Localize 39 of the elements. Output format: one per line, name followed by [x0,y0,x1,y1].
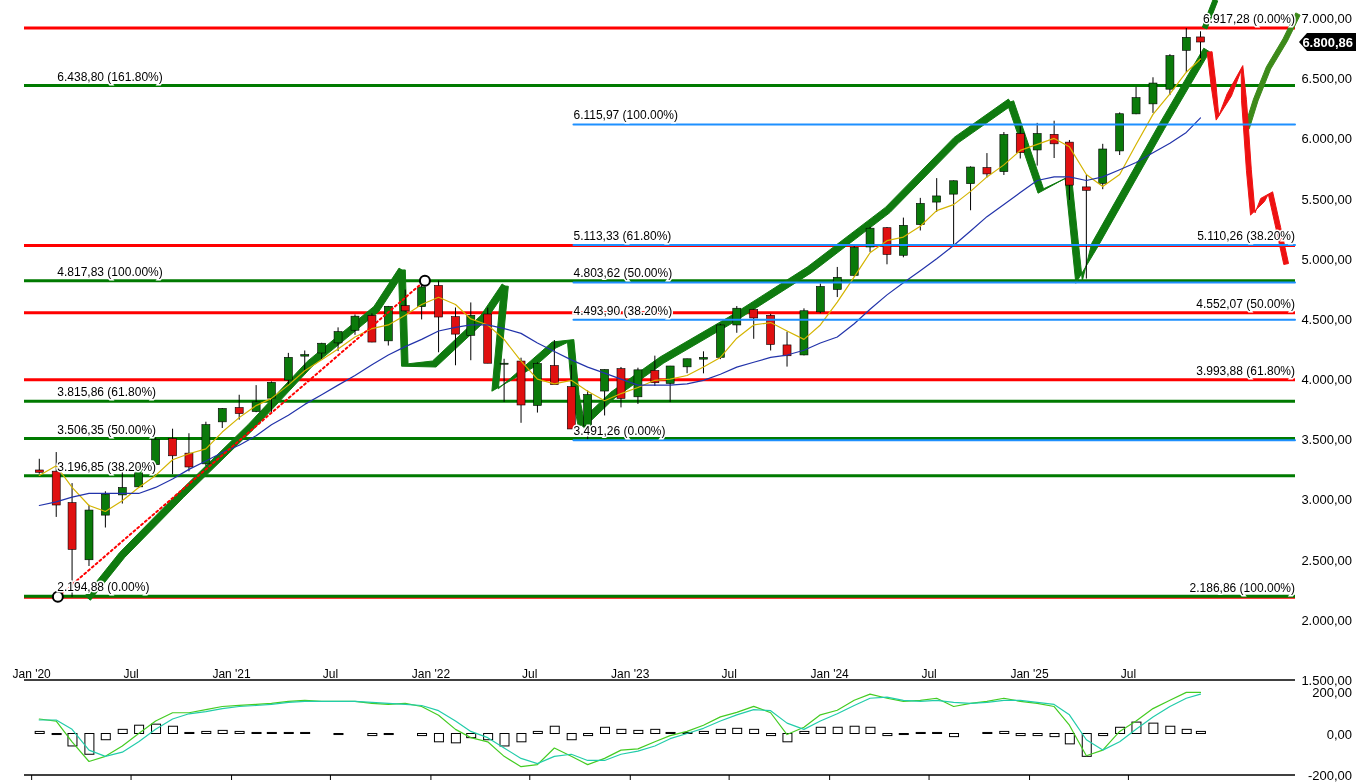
annotation: 3.815,86 (61.80%) [57,385,157,400]
y-tick-label: -200,00 [1307,768,1352,783]
y-tick-label: 5.500,00 [1301,191,1352,207]
x-tick-label: Jul [322,667,339,681]
annotation: 2.186,86 (100.00%) [1189,581,1295,596]
annotation: 4.803,62 (50.00%) [573,266,673,281]
y-tick-label: 2.000,00 [1301,612,1352,628]
x-tick-label: Jul [123,667,139,681]
x-tick-label: Jul [721,667,737,681]
y-tick-label: 5.000,00 [1301,251,1352,267]
x-tick-label: Jul [1120,667,1137,681]
annotation: 3.506,35 (50.00%) [57,422,157,437]
y-tick-label: 1.500,00 [1301,673,1352,688]
y-tick-label: 3.000,00 [1301,492,1352,508]
y-tick-label: 4.500,00 [1301,311,1352,327]
y-tick-label: 200,00 [1312,685,1352,700]
annotation: 3.993,88 (61.80%) [1196,363,1295,378]
y-tick-label: 3.500,00 [1301,432,1352,448]
annotation: 6.115,97 (100.00%) [573,108,679,123]
y-tick-label: 4.000,00 [1301,372,1352,388]
annotation: 6.438,80 (161.80%) [57,69,163,84]
y-tick-label: 2.500,00 [1301,552,1352,568]
annotation: 5.113,33 (61.80%) [573,229,672,244]
text: 6.800,86 [1302,35,1353,50]
x-tick-label: Jan '23 [611,667,650,681]
x-tick-label: Jul [522,667,538,681]
y-tick-label: 6.500,00 [1301,71,1352,87]
annotation: 4.552,07 (50.00%) [1196,296,1295,311]
y-tick-label: 0,00 [1326,726,1352,742]
x-tick-label: Jan '24 [810,667,850,681]
x-tick-label: Jan '25 [1010,667,1050,681]
x-tick-label: Jan '22 [411,667,451,681]
x-tick-label: Jan '20 [12,667,52,681]
y-tick-label: 7.000,00 [1301,11,1352,27]
y-tick-label: 6.000,00 [1301,131,1352,147]
x-tick-label: Jul [921,667,937,681]
annotation: 4.817,83 (100.00%) [57,264,163,279]
annotation: 3.196,85 (38.20%) [57,459,157,474]
x-tick-label: Jan '21 [212,667,252,681]
